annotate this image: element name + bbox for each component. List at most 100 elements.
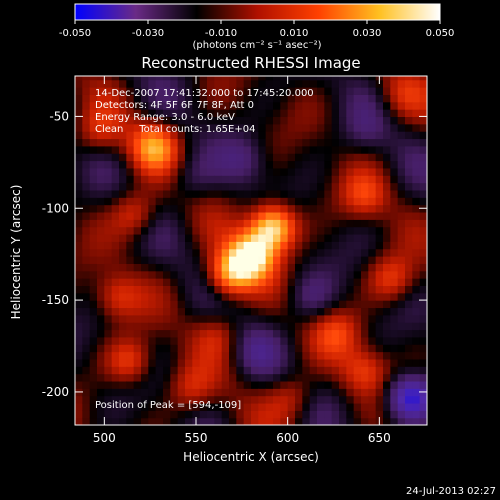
heatmap-cell [258, 116, 267, 125]
heatmap-cell [75, 285, 83, 294]
heatmap-cell [273, 116, 281, 125]
heatmap-cell [309, 380, 318, 389]
heatmap-cell [199, 138, 208, 147]
heatmap-cell [111, 380, 120, 389]
heatmap-cell [155, 175, 164, 184]
heatmap-cell [97, 358, 105, 367]
heatmap-cell [207, 94, 215, 103]
heatmap-cell [82, 373, 91, 382]
heatmap-cell [287, 351, 296, 360]
heatmap-cell [346, 138, 355, 147]
heatmap-cell [111, 101, 120, 110]
heatmap-cell [353, 410, 362, 419]
heatmap-cell [295, 417, 303, 425]
heatmap-cell [339, 329, 347, 338]
heatmap-cell [89, 366, 98, 375]
heatmap-cell [199, 226, 208, 235]
heatmap-cell [361, 182, 369, 191]
heatmap-cell [397, 189, 406, 198]
heatmap-cell [339, 417, 347, 425]
heatmap-cell [353, 256, 362, 264]
heatmap-cell [192, 101, 201, 110]
heatmap-cell [295, 270, 303, 279]
heatmap-cell [133, 417, 142, 425]
heatmap-cell [75, 109, 83, 118]
heatmap-cell [295, 94, 303, 103]
heatmap-cell [243, 175, 252, 184]
heatmap-cell [280, 131, 289, 140]
heatmap-cell [287, 307, 296, 316]
heatmap-cell [214, 285, 223, 294]
heatmap-cell [353, 131, 362, 140]
heatmap-cell [346, 366, 355, 375]
heatmap-cell [97, 153, 105, 162]
heatmap-cell [251, 278, 259, 286]
heatmap-cell [419, 87, 427, 95]
heatmap-cell [339, 145, 347, 154]
heatmap-cell [346, 87, 355, 95]
heatmap-cell [148, 256, 157, 264]
heatmap-cell [339, 116, 347, 125]
heatmap-cell [280, 285, 289, 294]
heatmap-cell [419, 153, 427, 162]
heatmap-cell [265, 175, 274, 184]
heatmap-cell [324, 109, 333, 118]
heatmap-cell [243, 344, 252, 353]
heatmap-cell [111, 182, 120, 191]
heatmap-cell [119, 263, 127, 272]
heatmap-cell [185, 197, 193, 206]
heatmap-cell [97, 263, 105, 272]
heatmap-cell [155, 256, 164, 264]
heatmap-cell [97, 292, 105, 301]
heatmap-cell [192, 329, 201, 338]
heatmap-cell [280, 402, 289, 411]
heatmap-cell [368, 219, 377, 228]
heatmap-cell [221, 395, 230, 404]
heatmap-cell [236, 388, 245, 397]
heatmap-cell [236, 138, 245, 147]
heatmap-cell [346, 388, 355, 397]
heatmap-cell [339, 175, 347, 184]
plot-frame [74, 75, 428, 426]
heatmap-cell [133, 366, 142, 375]
heatmap-cell [75, 87, 83, 95]
heatmap-cell [229, 380, 237, 389]
heatmap-cell [390, 76, 399, 81]
heatmap-cell [170, 256, 179, 264]
heatmap-cell [199, 278, 208, 286]
heatmap-cell [331, 329, 340, 338]
heatmap-cell [199, 410, 208, 419]
heatmap-cell [265, 322, 274, 331]
heatmap-cell [221, 351, 230, 360]
y-tick-label: -150 [42, 293, 69, 307]
heatmap-cell [199, 402, 208, 411]
heatmap-cell [412, 241, 421, 250]
heatmap-cell [287, 160, 296, 169]
heatmap-cell [383, 76, 391, 81]
heatmap-cell [361, 233, 369, 242]
heatmap-cell [390, 219, 399, 228]
heatmap-cell [163, 307, 171, 316]
heatmap-cell [302, 329, 311, 338]
heatmap-cell [383, 123, 391, 132]
heatmap-cell [243, 395, 252, 404]
heatmap-cell [177, 94, 186, 103]
heatmap-cell [251, 204, 259, 213]
heatmap-cell [280, 204, 289, 213]
heatmap-cell [390, 410, 399, 419]
heatmap-cell [419, 76, 427, 81]
heatmap-cell [302, 101, 311, 110]
heatmap-cell [368, 300, 377, 309]
heatmap-cell [177, 270, 186, 279]
heatmap-cell [412, 373, 421, 382]
heatmap-cell [207, 116, 215, 125]
heatmap-cell [163, 395, 171, 404]
heatmap-cell [383, 307, 391, 316]
heatmap-cell [339, 402, 347, 411]
heatmap-cell [133, 101, 142, 110]
heatmap-cell [82, 197, 91, 206]
heatmap-cell [383, 278, 391, 286]
heatmap-cell [317, 189, 325, 198]
heatmap-cell [317, 233, 325, 242]
heatmap-cell [419, 285, 427, 294]
